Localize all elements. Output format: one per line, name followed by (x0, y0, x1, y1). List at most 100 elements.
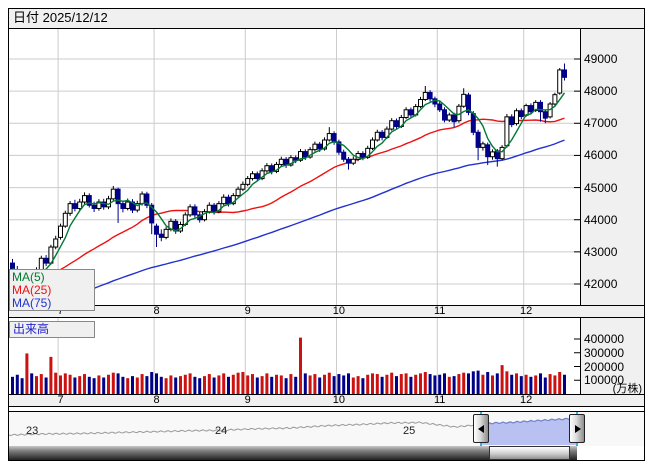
candle-body (509, 116, 515, 126)
volume-bar (198, 378, 202, 394)
month-label: 12 (519, 305, 533, 317)
scrollbar-thumb[interactable] (489, 446, 570, 460)
volume-bar (159, 376, 163, 394)
volume-bar (294, 376, 298, 394)
navigator-left-handle[interactable] (473, 414, 489, 443)
volume-chart-month-axis: 7 8 9 10 11 12 (9, 394, 644, 407)
candle-body (91, 204, 97, 209)
candle-body (451, 114, 457, 123)
volume-bar (289, 374, 293, 394)
volume-bar (54, 372, 58, 394)
candle-body (226, 196, 231, 205)
volume-bar (35, 376, 38, 394)
volume-bar (236, 372, 240, 394)
volume-bar (231, 374, 235, 394)
candle-body (149, 204, 155, 224)
volume-bar (361, 378, 365, 394)
volume-bar (227, 376, 230, 394)
candle-body (523, 105, 529, 116)
candle-body (144, 193, 150, 206)
price-tick-label: 46000 (584, 148, 618, 163)
volume-bar (145, 376, 149, 394)
ma25-legend-label: MA(25) (12, 283, 52, 297)
candle-body (312, 143, 318, 151)
price-tick-label: 49000 (584, 52, 618, 66)
volume-bar (419, 373, 422, 394)
volume-bar (548, 374, 552, 394)
volume-bar (404, 373, 408, 394)
candle-body (211, 204, 217, 213)
volume-bar (332, 376, 336, 394)
volume-bar (121, 376, 125, 394)
candle-body (370, 139, 375, 149)
volume-bar (471, 371, 475, 394)
candle-body (67, 203, 73, 214)
ma-legend: MA(5) MA(25) MA(75) (9, 269, 95, 311)
candle-body (259, 170, 265, 180)
volume-bar (169, 375, 173, 394)
candle-body (254, 173, 260, 180)
volume-bar (390, 372, 394, 394)
candle-body (38, 257, 44, 271)
stock-chart-widget: 日付 2025/12/12 49000 48000 47000 46000 45000 4… (8, 8, 645, 461)
candle-body (278, 158, 284, 165)
month-label: 10 (332, 394, 346, 406)
candle-body (533, 101, 539, 111)
scrollbar-track[interactable] (9, 446, 577, 460)
candle-body (235, 188, 241, 197)
volume-bar (155, 373, 158, 394)
volume-bar (217, 375, 221, 394)
horizontal-scrollbar (9, 446, 644, 460)
volume-bar (111, 372, 115, 394)
year-label: 25 (403, 425, 416, 437)
candle-body (475, 131, 481, 148)
volume-bar (495, 373, 499, 394)
candle-body (43, 257, 49, 264)
candle-body (53, 238, 59, 248)
volume-bar (366, 374, 370, 394)
candle-body (389, 120, 395, 130)
candle-body (158, 233, 164, 238)
volume-bar (241, 372, 245, 394)
volume-bar (457, 374, 461, 394)
price-chart-month-axis: 7 8 9 10 11 12 (9, 305, 644, 318)
candle-body (552, 94, 558, 105)
volume-tick-label: 300000 (584, 345, 625, 360)
volume-bar (519, 376, 523, 394)
volume-bar (414, 374, 418, 394)
volume-bar (308, 375, 312, 394)
candle-body (518, 110, 524, 118)
volume-bar (188, 373, 192, 394)
volume-bar (529, 376, 533, 394)
volume-bar (150, 372, 154, 394)
volume-bar (179, 376, 182, 394)
range-navigator[interactable]: 23 24 25 (9, 411, 644, 446)
candle-body (547, 103, 553, 118)
candle-body (250, 173, 255, 180)
volume-bar (279, 375, 283, 394)
volume-bar (467, 373, 470, 394)
volume-bar (524, 374, 528, 394)
volume-bar (20, 378, 24, 394)
volume-bar (116, 373, 120, 394)
volume-bar (452, 376, 456, 394)
volume-bar (73, 377, 77, 394)
volume-bar (438, 374, 442, 394)
navigator-canvas (9, 417, 577, 445)
candle-body (562, 69, 567, 78)
volume-bar (534, 375, 538, 394)
price-chart[interactable] (9, 29, 581, 305)
navigator-selection-area[interactable] (481, 417, 577, 445)
volume-bar (59, 375, 62, 394)
navigator-right-handle[interactable] (569, 414, 585, 443)
volume-bar (486, 372, 490, 394)
volume-chart-canvas (11, 318, 580, 394)
candle-body (331, 133, 337, 143)
volume-chart[interactable] (9, 318, 581, 394)
candle-body (163, 228, 169, 238)
candle-body (322, 139, 327, 150)
volume-bar (87, 376, 91, 394)
volume-bar (284, 378, 288, 394)
volume-bar (423, 372, 427, 394)
month-label: 8 (153, 305, 160, 317)
